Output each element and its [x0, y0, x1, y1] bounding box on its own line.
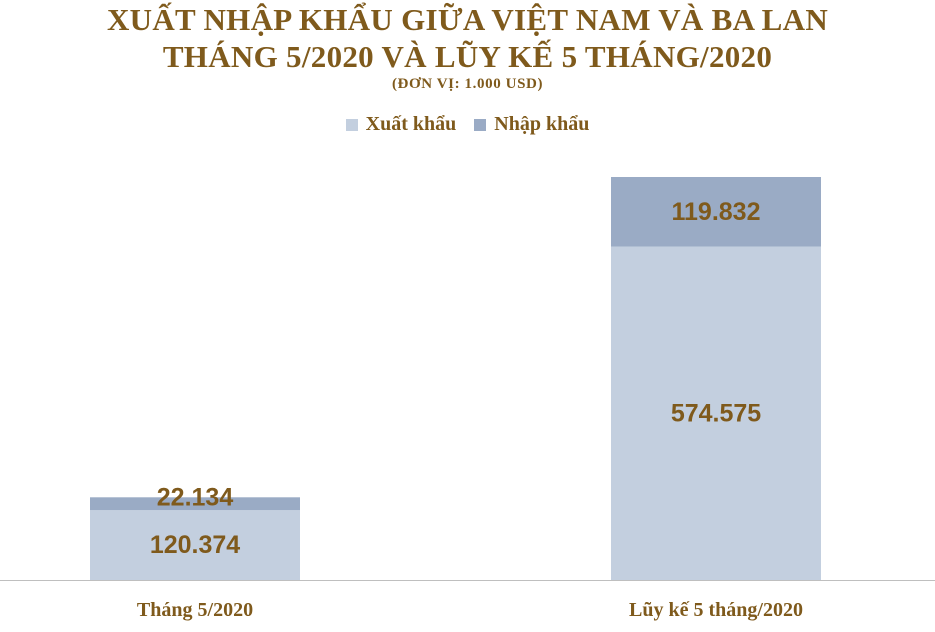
- chart-subtitle: THÁNG 5/2020 VÀ LŨY KẾ 5 THÁNG/2020: [162, 39, 773, 74]
- bar-import-1: [611, 177, 821, 247]
- chart-title: XUẤT NHẬP KHẨU GIỮA VIỆT NAM VÀ BA LAN: [106, 2, 829, 37]
- chart-legend: Xuất khẩu Nhập khẩu: [0, 113, 935, 136]
- bar-export-0: [90, 510, 300, 580]
- x-tick-label-1: Lũy kế 5 tháng/2020: [629, 599, 803, 621]
- chart-unit-note: (ĐƠN VỊ: 1.000 USD): [391, 76, 544, 92]
- legend-label-import: Nhập khẩu: [494, 113, 590, 135]
- legend-item-export: Xuất khẩu: [345, 113, 457, 136]
- legend-item-import: Nhập khẩu: [474, 113, 589, 136]
- data-label-export-0: 120.374: [150, 531, 240, 559]
- legend-swatch-import: [474, 118, 487, 131]
- x-tick-label-0: Tháng 5/2020: [137, 599, 253, 621]
- data-label-import-0: 22.134: [157, 483, 234, 511]
- legend-label-export: Xuất khẩu: [365, 113, 457, 135]
- data-label-import-1: 119.832: [672, 198, 761, 226]
- legend-swatch-export: [345, 118, 358, 131]
- bar-import-0: [90, 497, 300, 511]
- data-label-export-1: 574.575: [671, 399, 761, 427]
- bar-export-1: [611, 246, 821, 580]
